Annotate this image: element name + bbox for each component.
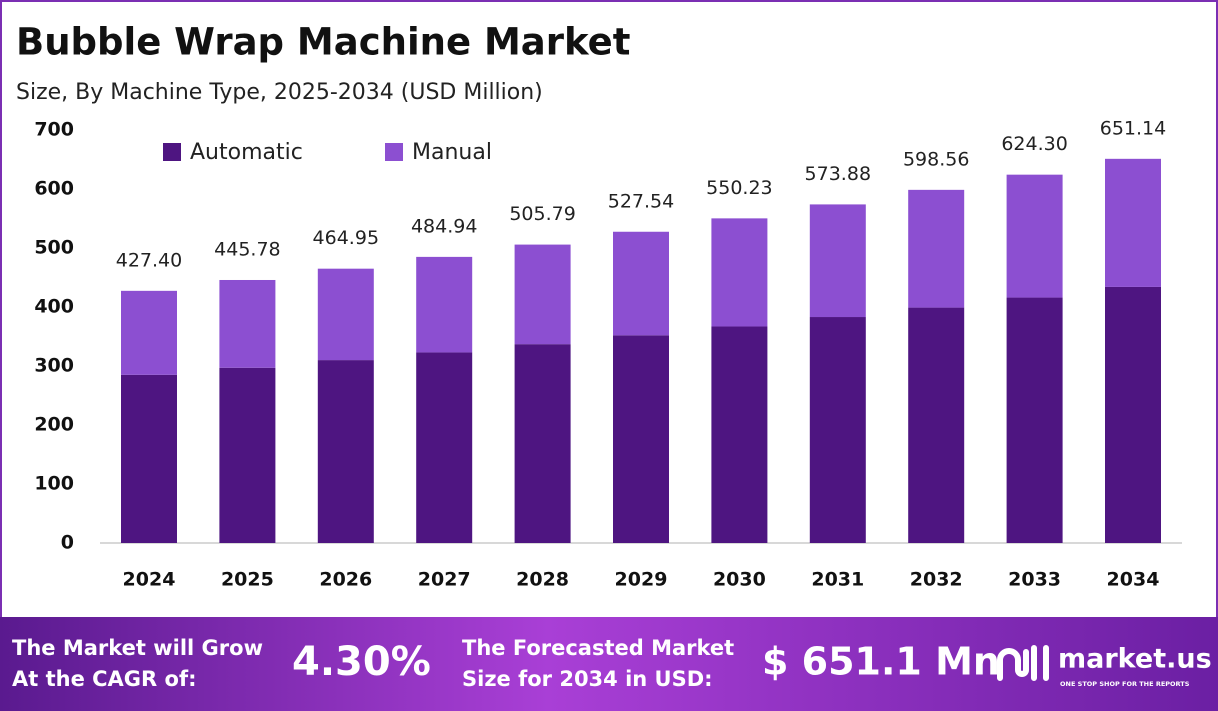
x-tick-label: 2025 (221, 569, 274, 591)
total-label: 445.78 (214, 238, 280, 260)
chart-subtitle: Size, By Machine Type, 2025-2034 (USD Mi… (16, 80, 543, 105)
x-tick-label: 2026 (319, 569, 372, 591)
legend-swatch (163, 143, 181, 161)
forecast-value: $ 651.1 Mn (762, 640, 1000, 684)
total-label: 427.40 (116, 249, 182, 271)
bar-segment (613, 335, 669, 543)
y-tick-label: 200 (34, 414, 74, 436)
cagr-text: At the CAGR of: (12, 667, 197, 691)
cagr-value: 4.30% (292, 639, 431, 685)
total-label: 527.54 (608, 190, 674, 212)
bar-segment (416, 256, 473, 353)
x-tick-label: 2024 (123, 569, 176, 591)
x-tick-label: 2032 (910, 569, 963, 591)
total-label: 505.79 (509, 203, 575, 225)
y-tick-label: 700 (34, 119, 74, 141)
legend-label: Automatic (190, 140, 303, 165)
forecast-text: Size for 2034 in USD: (462, 667, 713, 691)
bar-segment (1006, 297, 1063, 543)
x-tick-label: 2033 (1008, 569, 1061, 591)
y-tick-label: 0 (61, 532, 74, 554)
y-tick-label: 500 (34, 237, 74, 259)
x-tick-label: 2034 (1107, 569, 1160, 591)
bar-segment (121, 374, 177, 543)
x-tick-label: 2030 (713, 569, 766, 591)
bar-segment (809, 204, 866, 318)
bar-segment (416, 352, 473, 543)
total-label: 464.95 (313, 227, 379, 249)
total-label: 550.23 (706, 177, 772, 199)
bar-segment (809, 317, 866, 543)
bar-segment (219, 367, 276, 543)
brand: market.us (1058, 644, 1212, 675)
bar-segment (711, 218, 768, 327)
footer: The Market will Grow At the CAGR of: 4.3… (12, 636, 1212, 691)
total-label: 624.30 (1001, 133, 1067, 155)
bar-segment (514, 344, 571, 543)
cagr-text: The Market will Grow (12, 636, 263, 660)
bar-segment (711, 326, 768, 543)
bar-segment (613, 231, 669, 336)
total-label: 651.14 (1100, 117, 1166, 139)
bar-segment (317, 268, 374, 361)
bar-segment (121, 290, 177, 375)
bar-segment (514, 244, 571, 345)
logo-icon (997, 645, 1049, 681)
forecast-text: The Forecasted Market (462, 636, 734, 660)
tagline: ONE STOP SHOP FOR THE REPORTS (1060, 680, 1190, 688)
x-tick-label: 2031 (811, 569, 864, 591)
bar-segment (219, 279, 276, 368)
chart-title: Bubble Wrap Machine Market (16, 21, 630, 64)
bar-segment (317, 360, 374, 543)
total-label: 484.94 (411, 215, 477, 237)
total-label: 573.88 (805, 163, 871, 185)
y-tick-label: 100 (34, 473, 74, 495)
bar-segment (908, 307, 965, 543)
y-tick-label: 300 (34, 355, 74, 377)
bar-segment (908, 189, 965, 308)
x-tick-label: 2027 (418, 569, 471, 591)
y-tick-label: 600 (34, 178, 74, 200)
y-tick-label: 400 (34, 296, 74, 318)
legend-swatch (385, 143, 403, 161)
bar-segment (1006, 174, 1063, 298)
total-label: 598.56 (903, 148, 969, 170)
legend-label: Manual (412, 140, 492, 165)
x-tick-label: 2029 (615, 569, 668, 591)
x-tick-label: 2028 (516, 569, 569, 591)
bar-segment (1105, 158, 1161, 287)
bar-segment (1105, 286, 1161, 543)
